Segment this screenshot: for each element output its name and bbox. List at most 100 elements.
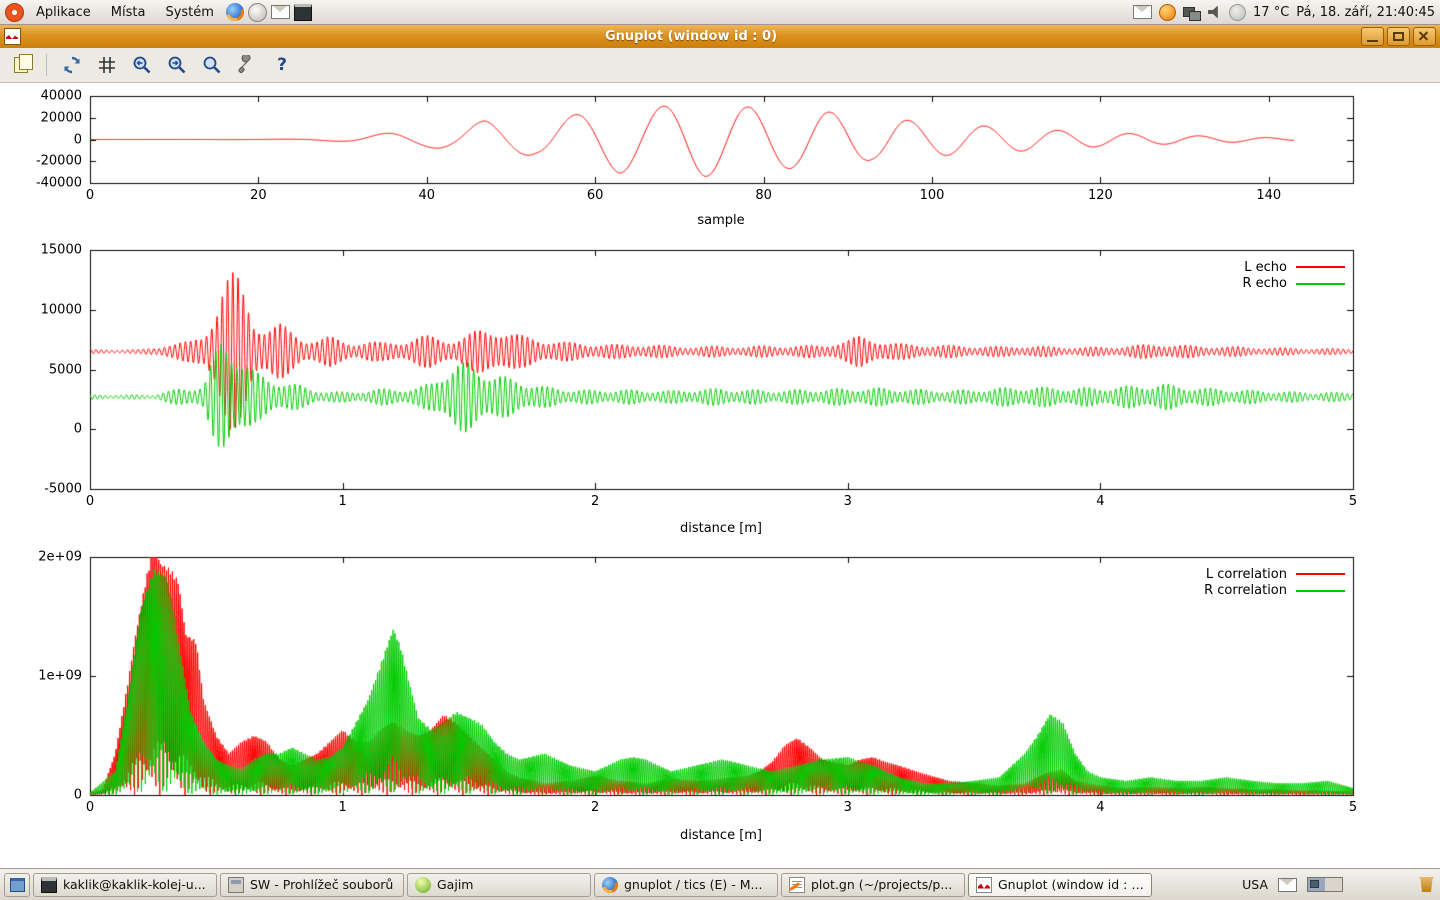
titlebar[interactable]: Gnuplot (window id : 0) — [0, 25, 1440, 48]
y-tick-label: -5000 — [44, 481, 82, 497]
help-browser-icon[interactable] — [247, 2, 267, 22]
x-tick-label: 1 — [338, 800, 347, 815]
firefox-icon[interactable] — [225, 3, 244, 21]
task-button-label: kaklik@kaklik-kolej-u... — [63, 877, 206, 892]
zoom-previous-icon[interactable] — [129, 52, 155, 78]
menu-místa[interactable]: Místa — [110, 4, 146, 20]
network-icon[interactable] — [1183, 7, 1202, 21]
zoom-next-icon[interactable] — [164, 52, 190, 78]
y-tick-label: 40000 — [40, 88, 82, 104]
toolbar: ? — [0, 48, 1440, 83]
y-tick-label: 0 — [73, 787, 82, 803]
show-desktop-icon — [9, 877, 25, 892]
maximize-button[interactable] — [1387, 27, 1410, 46]
minimize-button[interactable] — [1361, 27, 1384, 46]
toolbar-separator — [46, 54, 47, 76]
task-button[interactable]: SW - Prohlížeč souborů — [220, 872, 404, 897]
task-button-label: Gnuplot (window id : 0) — [998, 877, 1144, 892]
clock-label[interactable]: Pá, 18. září, 21:40:45 — [1296, 4, 1435, 20]
help-icon[interactable]: ? — [277, 55, 287, 75]
taskbar: kaklik@kaklik-kolej-u... SW - Prohlížeč s… — [0, 868, 1440, 900]
x-tick-label: 3 — [843, 800, 852, 815]
mail-tray-icon[interactable] — [1133, 5, 1153, 19]
grid-icon[interactable] — [94, 52, 120, 78]
task-button-label: SW - Prohlížeč souborů — [250, 877, 394, 892]
y-tick-label: 20000 — [40, 110, 82, 126]
mail-client-icon[interactable] — [270, 5, 290, 19]
volume-icon[interactable] — [1208, 5, 1218, 19]
y-tick-label: 15000 — [40, 242, 82, 258]
copy-icon[interactable] — [8, 52, 34, 78]
close-button[interactable] — [1413, 27, 1436, 46]
taskbar-right: USA — [1242, 877, 1436, 892]
window-icon — [4, 28, 21, 45]
window-title: Gnuplot (window id : 0) — [604, 29, 778, 44]
file-manager-icon — [228, 876, 244, 893]
panel-left: Aplikace Místa Systém — [5, 2, 312, 22]
chart2-xlabel: distance [m] — [679, 521, 763, 536]
x-tick-label: 1 — [338, 494, 347, 509]
x-tick-label: 5 — [1348, 800, 1358, 815]
x-tick-label: 140 — [1256, 188, 1282, 203]
editor-icon — [789, 876, 805, 893]
y-tick-label: -40000 — [35, 175, 82, 191]
x-tick-label: 100 — [919, 188, 945, 203]
mail-tray-icon[interactable] — [1278, 877, 1297, 892]
legend-entry: L echo — [1244, 260, 1345, 275]
panel-right: 17 °C Pá, 18. září, 21:40:45 — [1133, 3, 1435, 21]
terminal-icon[interactable] — [293, 3, 312, 21]
window-buttons — [1361, 27, 1436, 46]
top-panel: Aplikace Místa Systém 17 °C Pá, 18. září, … — [0, 0, 1440, 25]
task-button-label: plot.gn (~/projects/p... — [811, 877, 953, 892]
x-tick-label: 4 — [1096, 800, 1105, 815]
trash-icon[interactable] — [1419, 877, 1434, 892]
y-tick-label: 0 — [73, 421, 82, 437]
plot-labels: sample distance [m] distance [m] 0 20 40 60… — [0, 83, 1440, 868]
task-button[interactable]: kaklik@kaklik-kolej-u... — [33, 872, 217, 897]
menu-systém[interactable]: Systém — [165, 4, 214, 20]
x-tick-label: 3 — [843, 494, 852, 509]
task-button[interactable]: gnuplot / tics (E) - M... — [594, 872, 778, 897]
temperature-label[interactable]: 17 °C — [1253, 4, 1290, 20]
settings-icon[interactable] — [234, 52, 260, 78]
keyboard-layout-indicator[interactable]: USA — [1242, 877, 1268, 892]
legend-label: R echo — [1242, 276, 1287, 291]
y-tick-label: 1e+09 — [38, 668, 82, 684]
update-notifier-icon[interactable] — [1159, 3, 1177, 21]
firefox-icon — [602, 876, 618, 893]
show-desktop-button[interactable] — [4, 872, 30, 897]
x-tick-label: 40 — [418, 188, 436, 203]
plot-area: sample distance [m] distance [m] 0 20 40 60… — [0, 83, 1440, 868]
task-button[interactable]: Gajim — [407, 872, 591, 897]
workspace-1[interactable] — [1308, 878, 1325, 891]
x-tick-label: 80 — [755, 188, 772, 203]
legend-entry: L correlation — [1205, 566, 1345, 582]
x-tick-label: 5 — [1348, 494, 1358, 509]
x-tick-label: 20 — [250, 188, 267, 203]
gajim-icon — [415, 876, 431, 893]
window-list: kaklik@kaklik-kolej-u... SW - Prohlížeč s… — [33, 872, 1152, 897]
legend-entry: R correlation — [1204, 583, 1345, 598]
weather-icon[interactable] — [1229, 3, 1247, 21]
y-tick-label: 2e+09 — [38, 549, 82, 565]
ubuntu-logo-icon[interactable] — [5, 2, 24, 22]
legend-line-sample — [1296, 589, 1345, 592]
y-tick-label: 10000 — [40, 302, 82, 318]
autoscale-icon[interactable] — [199, 52, 225, 78]
task-button[interactable]: plot.gn (~/projects/p... — [781, 872, 965, 897]
x-tick-label: 2 — [591, 800, 600, 815]
workspace-2[interactable] — [1325, 878, 1342, 891]
legend-line-sample — [1296, 573, 1345, 575]
terminal-icon — [41, 876, 57, 893]
task-button[interactable]: Gnuplot (window id : 0) — [968, 872, 1152, 897]
menu-aplikace[interactable]: Aplikace — [36, 4, 91, 20]
gnuplot-icon — [976, 876, 992, 893]
gnuplot-window: Gnuplot (window id : 0) — [0, 25, 1440, 868]
x-tick-label: 4 — [1096, 494, 1105, 509]
refresh-icon[interactable] — [59, 52, 85, 78]
chart1-xlabel: sample — [697, 213, 745, 228]
legend-label: L correlation — [1205, 566, 1287, 582]
gnuplot-canvas[interactable] — [0, 83, 1440, 868]
x-tick-label: 2 — [591, 494, 600, 509]
